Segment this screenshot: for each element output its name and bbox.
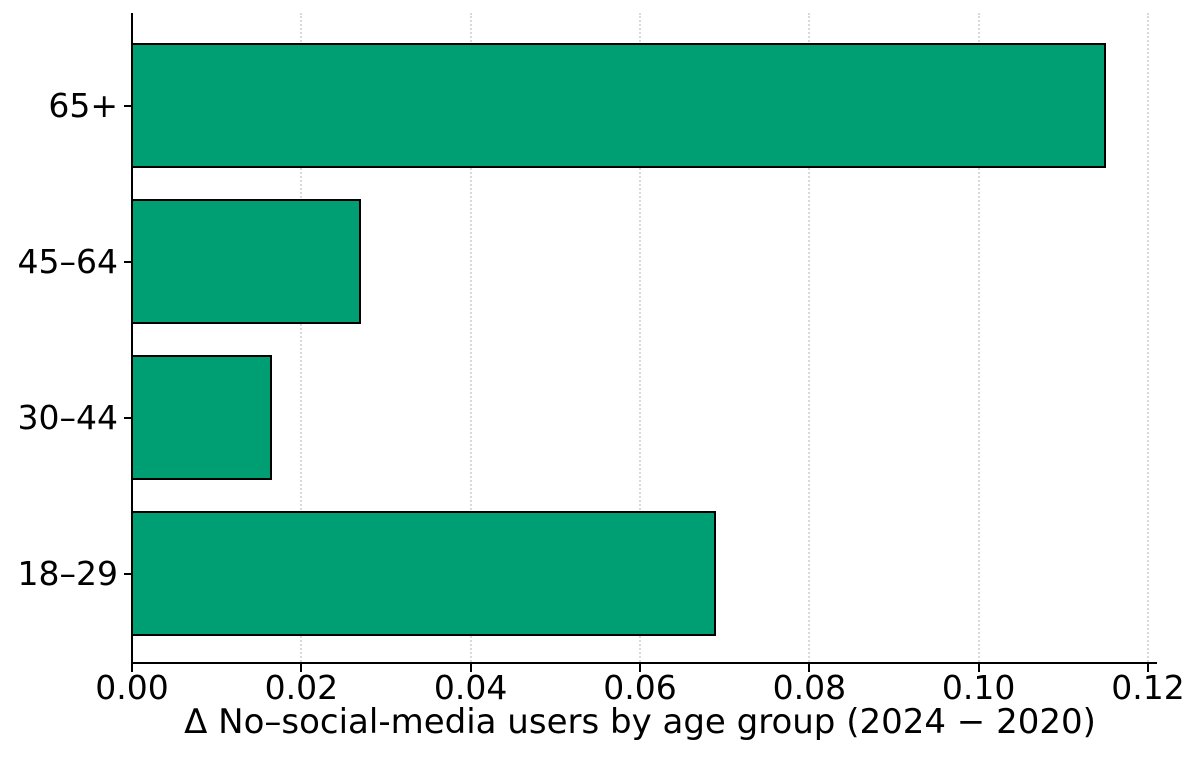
y-tick-label-65+: 65+ [48,85,118,125]
y-tick-mark [124,416,132,419]
y-tick-label-30–44: 30–44 [17,397,118,437]
gridline-x-0.04 [469,13,472,662]
x-tick-mark [977,664,980,672]
x-axis-label: Δ No–social-media users by age group (20… [184,702,1096,742]
x-tick-label: 0.04 [433,668,508,707]
bar-45–64 [131,199,361,324]
gridline-x-0.10 [977,13,980,662]
gridline-x-0.06 [639,13,641,662]
x-tick-label: 0.02 [264,668,339,707]
bar-18–29 [131,511,716,636]
y-tick-label-18–29: 18–29 [17,553,118,593]
y-tick-label-45–64: 45–64 [17,241,118,281]
y-tick-mark [124,104,132,107]
gridline-x-0.08 [808,13,811,662]
x-axis-spine [131,662,1157,664]
y-tick-mark [124,260,132,263]
x-tick-label: 0.06 [603,668,677,707]
x-tick-label: 0.08 [772,668,847,707]
x-tick-label: 0.00 [95,668,169,707]
y-tick-mark [124,572,132,575]
x-tick-label: 0.12 [1111,668,1185,707]
gridline-x-0.12 [1147,13,1149,662]
y-axis-spine [131,13,133,664]
gridline-x-0.02 [300,13,303,662]
x-tick-mark [131,664,133,672]
x-tick-mark [300,664,303,672]
bar-65+ [131,43,1106,168]
x-tick-label: 0.10 [941,668,1016,707]
x-tick-mark [469,664,472,672]
x-tick-mark [808,664,811,672]
x-tick-mark [1147,664,1149,672]
x-tick-mark [639,664,641,672]
bar-30–44 [131,355,272,480]
